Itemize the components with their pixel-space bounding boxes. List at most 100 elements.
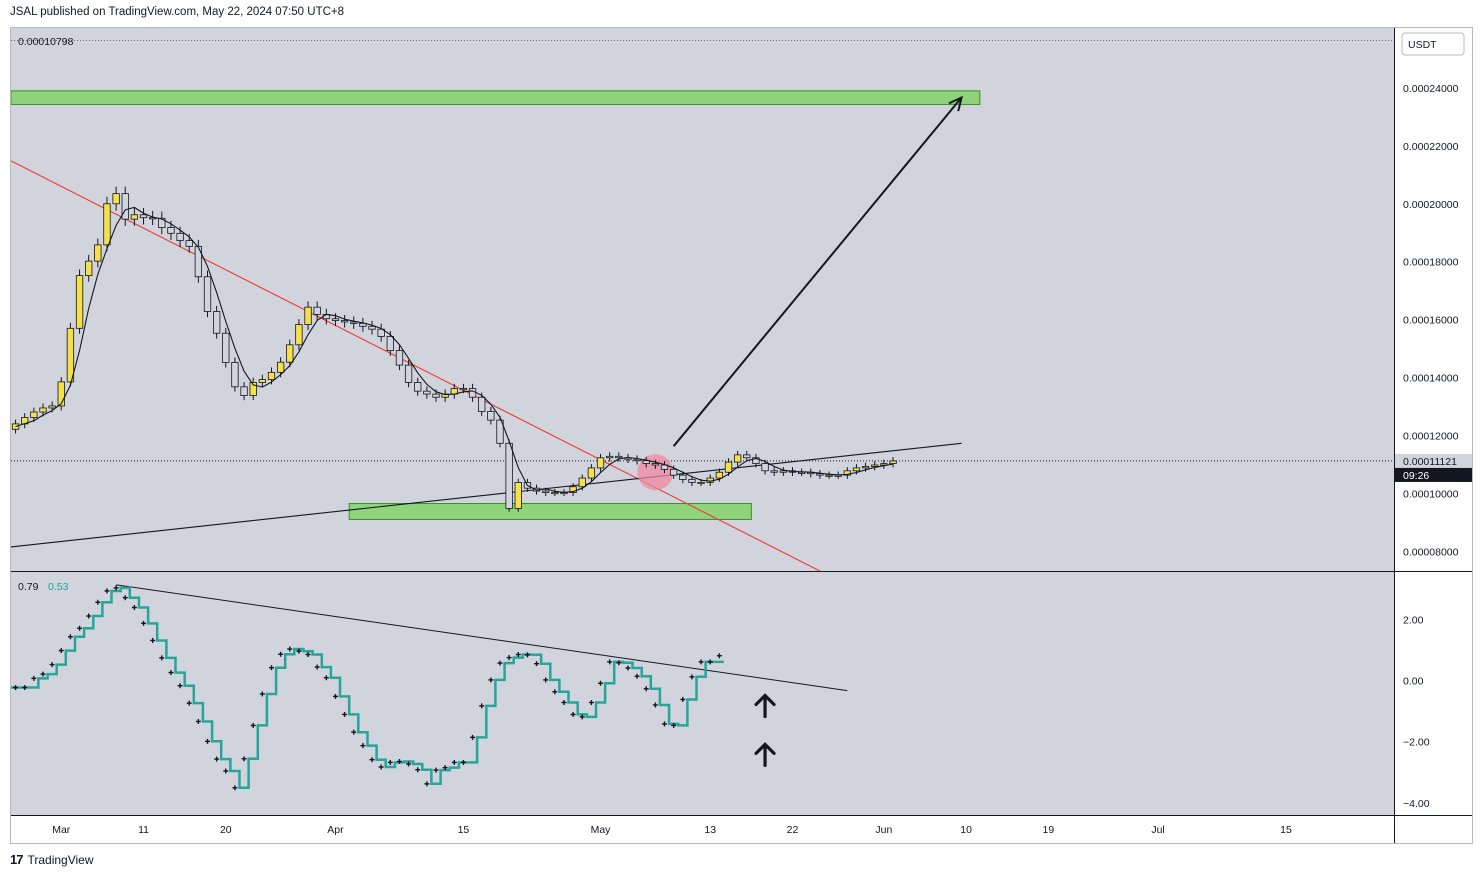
oscillator-cross-dot (95, 599, 101, 605)
oscillator-cross-dot (250, 722, 256, 728)
candle-body (331, 318, 340, 321)
candle (478, 392, 486, 416)
oscillator-cross-dot (195, 718, 201, 724)
candle-body (103, 203, 111, 246)
footer-brand[interactable]: TradingView (27, 852, 94, 867)
candle-body (377, 328, 385, 337)
price-tick-label: 0.00024000 (1403, 83, 1459, 95)
current-price-badge (1395, 453, 1472, 468)
candle-body (212, 311, 221, 334)
time-axis (11, 816, 1394, 843)
candle-body (112, 193, 120, 205)
candle (551, 489, 559, 497)
oscillator-cross-dot (31, 675, 37, 681)
ascending-trendline (10, 442, 962, 548)
tradingview-logo-icon[interactable]: 17 (10, 852, 24, 867)
candle (743, 450, 751, 462)
candle-body (395, 350, 404, 366)
candle (889, 457, 897, 468)
osc-value-label-2: 0.53 (48, 581, 69, 593)
oscillator-cross-dot (13, 685, 19, 691)
candle (423, 386, 431, 399)
projection-arrow (672, 96, 963, 447)
osc-tick-label: −2.00 (1403, 737, 1430, 749)
candle (194, 239, 203, 283)
candle-body (222, 332, 230, 363)
candle-body (551, 492, 559, 495)
oscillator-cross-dot (451, 759, 457, 765)
oscillator-cross-dot (22, 685, 28, 691)
oscillator-cross-dot (232, 785, 238, 791)
candle-body (697, 481, 705, 484)
candle (30, 407, 38, 422)
oscillator-cross-dot (332, 693, 338, 699)
candle-body (743, 454, 751, 459)
oscillator-cross-dot (634, 673, 640, 679)
candle (94, 238, 102, 268)
candle-body (670, 468, 678, 476)
oscillator-cross-dot (689, 674, 695, 680)
candle-body (276, 361, 285, 373)
oscillator-cross-dot (287, 646, 293, 652)
oscillator-cross-dot (415, 767, 421, 773)
time-tick-label: 15 (1280, 824, 1292, 836)
oscillator-cross-dot (77, 625, 83, 631)
candle (103, 196, 111, 252)
price-tick-label: 0.00014000 (1403, 373, 1459, 385)
oscillator-cross-dot (177, 683, 183, 689)
candle (596, 453, 605, 472)
time-tick-label: 15 (458, 824, 470, 836)
candle-body (185, 240, 193, 247)
oscillator-cross-dot (406, 761, 412, 767)
candle-body (487, 411, 495, 421)
candle-body (514, 481, 522, 509)
osc-tick-label: 2.00 (1403, 614, 1424, 626)
candle (249, 377, 257, 401)
candle (615, 452, 623, 462)
oscillator-cross-dot (524, 652, 530, 658)
oscillator-cross-dot (86, 613, 92, 619)
time-tick-label: 13 (704, 824, 716, 836)
candle-body (578, 477, 586, 488)
oscillator-cross-dot (616, 660, 622, 666)
candle (779, 467, 787, 476)
candle (203, 270, 212, 318)
candle (569, 483, 577, 497)
candle-body (240, 386, 248, 396)
candle (286, 339, 294, 368)
chart-frame (10, 27, 1473, 844)
currency-label: USDT (1408, 39, 1437, 51)
candle-body (861, 466, 870, 469)
oscillator-cross-dot (296, 648, 302, 654)
oscillator-cross-dot (698, 659, 704, 665)
candle (240, 382, 248, 401)
candle (66, 322, 75, 387)
candle-body (468, 388, 477, 398)
candle-body (871, 464, 879, 467)
oscillator-cross-dot (488, 677, 494, 683)
oscillator-cross-dot (150, 637, 156, 643)
candle-body (688, 479, 696, 483)
candle (222, 327, 230, 368)
support-zone (348, 503, 752, 520)
osc-tick-label: −4.00 (1403, 798, 1430, 810)
oscillator-cross-dot (552, 689, 558, 695)
candle-body (304, 306, 312, 325)
oscillator-cross-dot (323, 675, 329, 681)
candle-body (139, 214, 148, 219)
oscillator-cross-dot (707, 659, 713, 665)
oscillator-cross-dot (433, 767, 439, 773)
candle-body (11, 423, 20, 430)
candle-body (386, 336, 394, 352)
candle (871, 461, 879, 471)
oscillator-cross-dot (141, 620, 147, 626)
time-tick-label: Mar (52, 824, 71, 836)
oscillator-cross-dot (223, 768, 229, 774)
oscillator-cross-dot (680, 696, 686, 702)
candle-body (779, 470, 787, 473)
oscillator-cross-dot (168, 670, 174, 676)
oscillator-cross-dot (424, 781, 430, 787)
oscillator-cross-dot (607, 659, 613, 665)
candle-body (249, 382, 257, 396)
